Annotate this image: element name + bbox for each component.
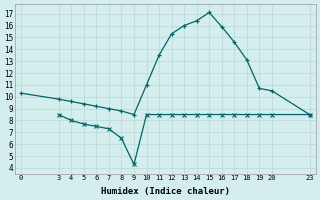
X-axis label: Humidex (Indice chaleur): Humidex (Indice chaleur) xyxy=(101,187,230,196)
